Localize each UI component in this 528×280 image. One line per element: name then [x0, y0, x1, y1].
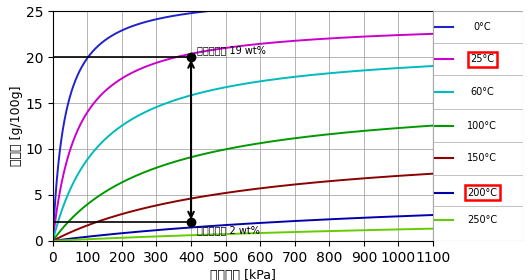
Text: 吸着量　～ 19 wt%: 吸着量 ～ 19 wt% [197, 45, 266, 55]
X-axis label: ガス圧力 [kPa]: ガス圧力 [kPa] [210, 269, 276, 280]
Text: 200°C: 200°C [467, 188, 497, 198]
Text: 25°C: 25°C [470, 54, 494, 64]
Text: 100°C: 100°C [467, 121, 497, 131]
Text: 250°C: 250°C [467, 215, 497, 225]
Text: 0°C: 0°C [474, 22, 491, 32]
Text: 吸着量　～ 2 wt%: 吸着量 ～ 2 wt% [197, 225, 260, 235]
Text: 60°C: 60°C [470, 87, 494, 97]
Text: 150°C: 150°C [467, 153, 497, 163]
Y-axis label: 吸着量 [g/100g]: 吸着量 [g/100g] [10, 86, 23, 166]
